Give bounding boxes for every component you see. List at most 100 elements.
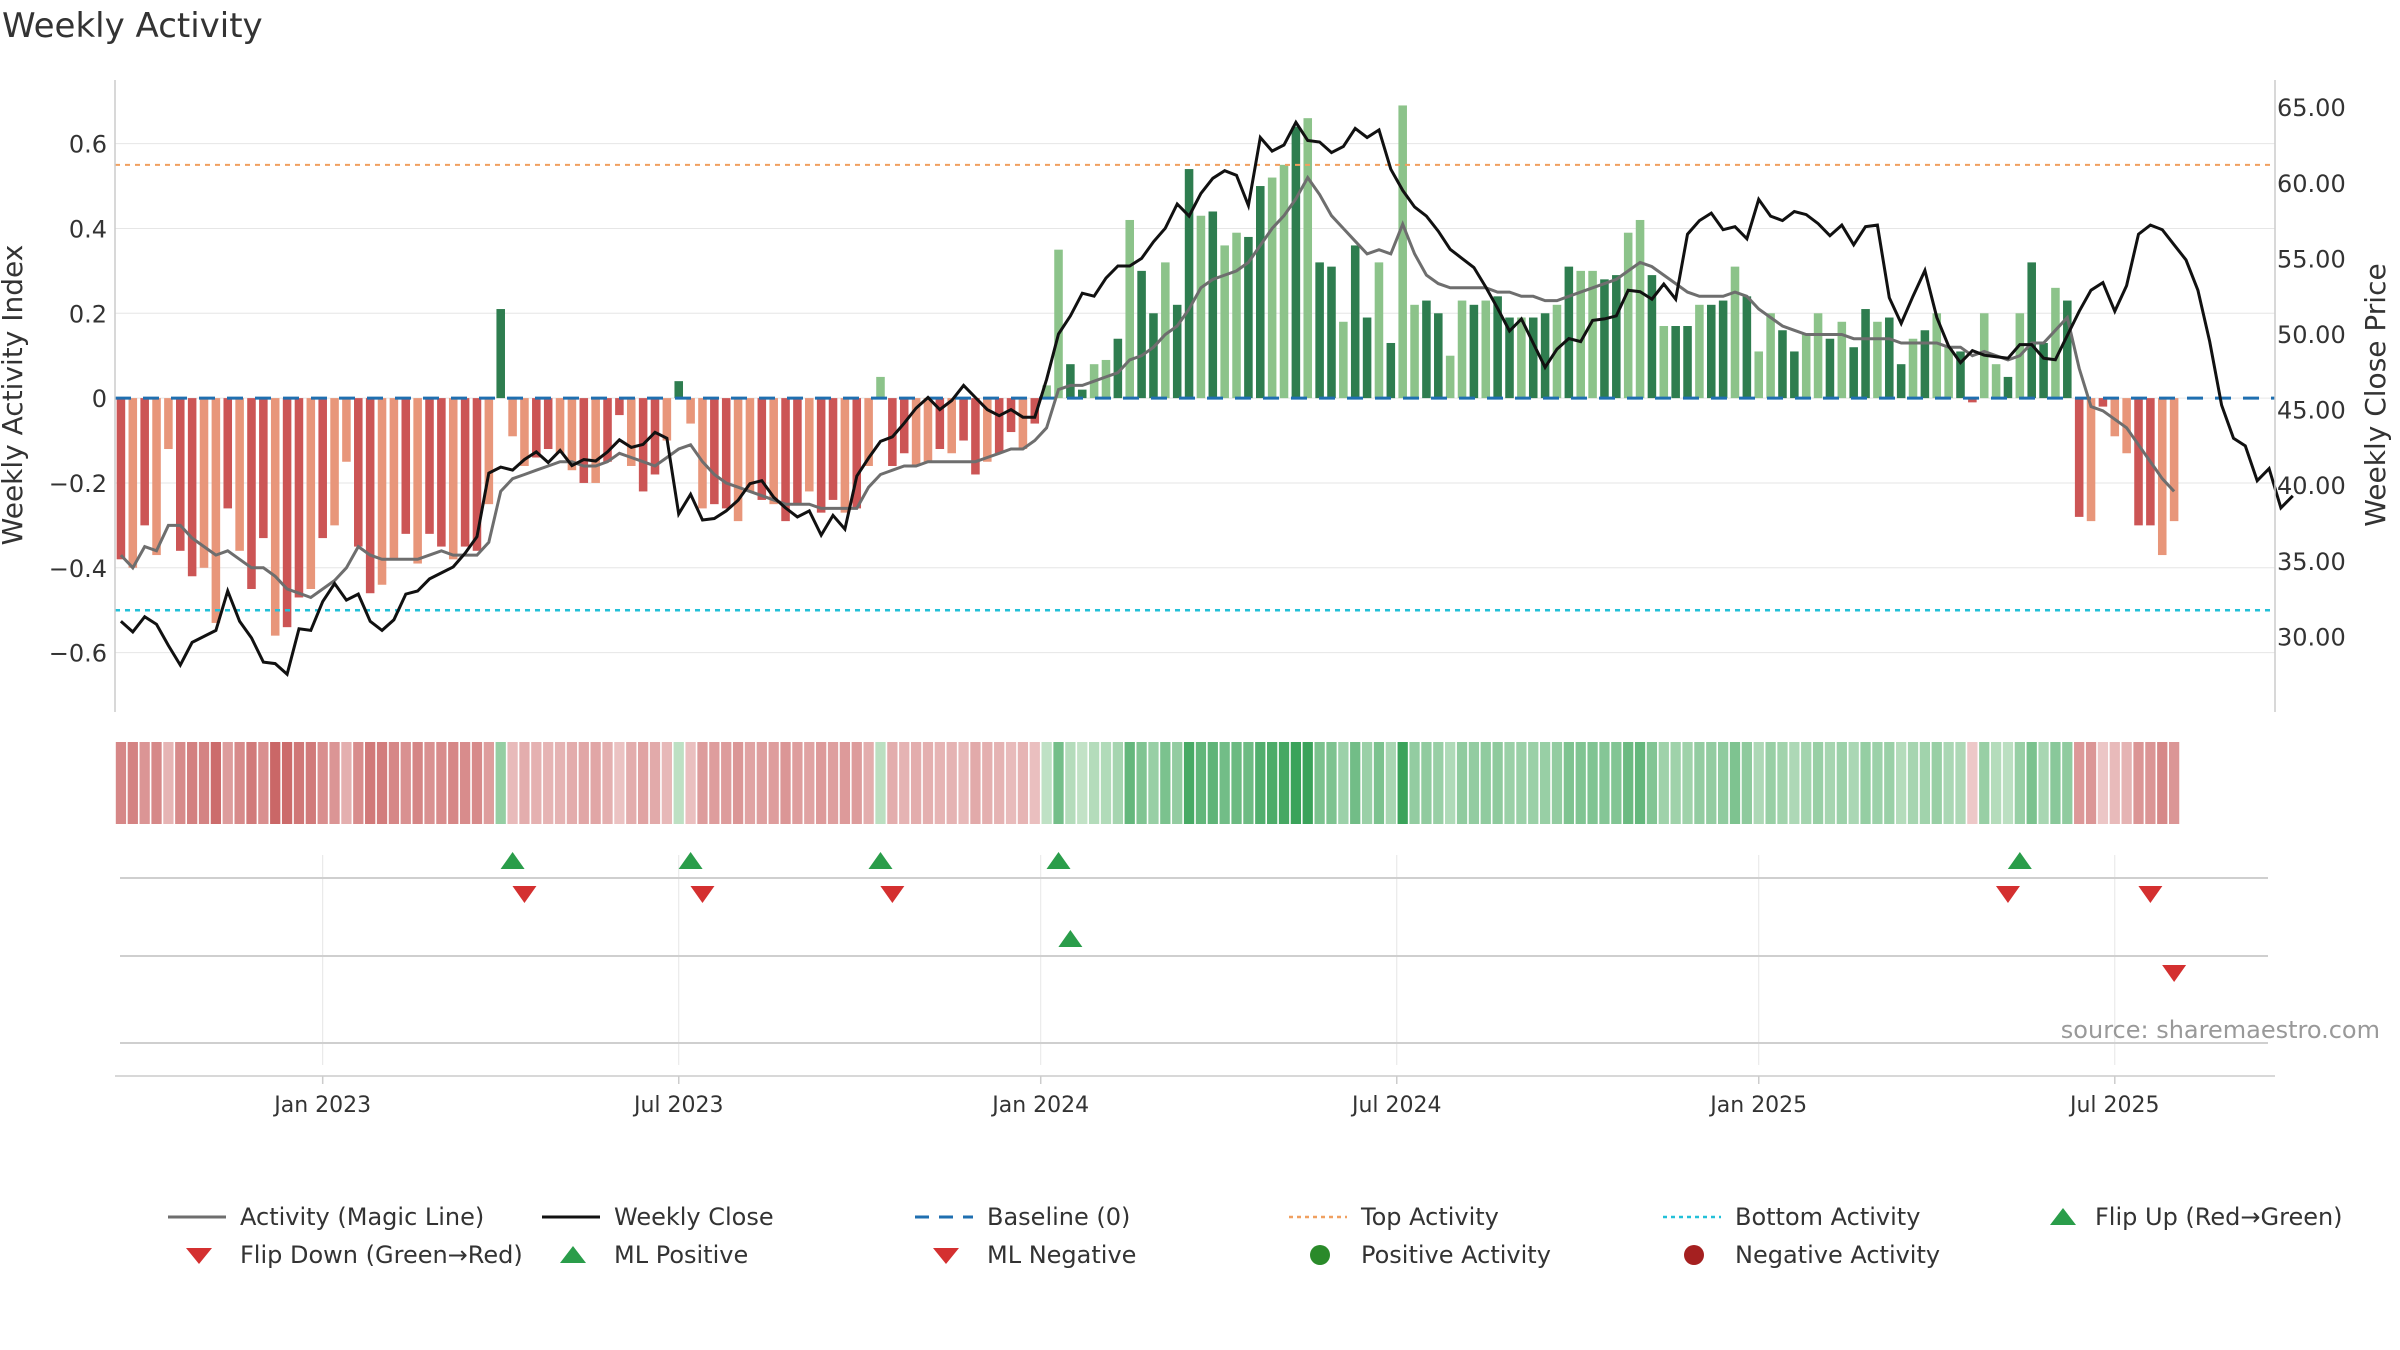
activity-bar bbox=[828, 398, 838, 500]
activity-bar bbox=[377, 398, 387, 585]
heat-cell bbox=[1207, 742, 1218, 824]
heat-cell bbox=[1990, 742, 2002, 824]
activity-bar bbox=[1991, 364, 2001, 399]
activity-bar bbox=[686, 398, 695, 424]
heat-cell bbox=[756, 742, 767, 824]
legend-label: ML Positive bbox=[614, 1241, 749, 1269]
activity-bar bbox=[2110, 398, 2120, 437]
heat-cell bbox=[1326, 742, 1337, 824]
legend-item-ml-positive: ML Positive bbox=[550, 1241, 748, 1269]
activity-bar bbox=[674, 381, 684, 399]
legend-item-negative-activity: Negative Activity bbox=[1671, 1241, 1940, 1269]
heat-cell bbox=[1468, 742, 1480, 824]
activity-bar bbox=[567, 398, 577, 471]
activity-bar bbox=[270, 398, 280, 636]
heat-cell bbox=[1029, 742, 1040, 824]
activity-bar bbox=[1125, 219, 1134, 399]
heat-cell bbox=[1385, 742, 1396, 824]
heat-cell bbox=[887, 742, 898, 824]
activity-bar bbox=[1137, 270, 1146, 399]
flip-up-marker bbox=[1046, 852, 1071, 869]
activity-bar bbox=[1066, 364, 1075, 399]
y-tick-label-right: 55.00 bbox=[2277, 245, 2346, 273]
y-tick-label-left: −0.4 bbox=[49, 555, 107, 583]
heat-cell bbox=[1551, 742, 1563, 824]
flip-down-marker bbox=[2138, 886, 2163, 903]
series-lines bbox=[119, 119, 2294, 677]
activity-bar bbox=[994, 398, 1004, 454]
activity-bar bbox=[1885, 317, 1894, 399]
activity-bar bbox=[1410, 304, 1419, 399]
heat-cell bbox=[685, 742, 696, 824]
y-tick-label-right: 60.00 bbox=[2277, 170, 2346, 198]
heat-cell bbox=[1634, 742, 1646, 824]
heat-cell bbox=[293, 742, 305, 824]
activity-bar bbox=[318, 398, 327, 539]
legend-label: Positive Activity bbox=[1361, 1241, 1551, 1269]
activity-bar bbox=[211, 398, 221, 623]
activity-bar bbox=[793, 398, 802, 505]
heat-cell bbox=[507, 742, 518, 824]
heat-cell bbox=[1433, 742, 1444, 824]
activity-bar bbox=[1683, 326, 1692, 399]
heat-cell bbox=[1907, 742, 1919, 824]
activity-bar bbox=[1623, 232, 1633, 399]
activity-bar bbox=[1564, 266, 1574, 399]
heat-cell bbox=[163, 742, 174, 824]
activity-bar bbox=[899, 398, 909, 454]
activity-bar bbox=[1730, 266, 1740, 399]
activity-bar bbox=[1362, 317, 1372, 399]
activity-bar bbox=[2122, 398, 2131, 454]
heat-cell bbox=[661, 742, 673, 824]
positive-activity-dot-icon bbox=[1310, 1245, 1330, 1265]
heat-cell bbox=[1278, 742, 1290, 824]
activity-bar bbox=[176, 398, 185, 551]
heat-cell bbox=[139, 742, 150, 824]
heat-cell bbox=[1243, 742, 1254, 824]
activity-bar bbox=[223, 398, 233, 509]
activity-bar bbox=[1635, 219, 1645, 399]
negative-activity-dot-icon bbox=[1684, 1245, 1704, 1265]
activity-bar bbox=[1706, 304, 1716, 399]
heat-cell bbox=[1112, 742, 1123, 824]
activity-bar bbox=[1481, 300, 1491, 399]
heat-cell bbox=[2085, 742, 2097, 824]
source-note: source: sharemaestro.com bbox=[2061, 1016, 2380, 1044]
heat-cell bbox=[2074, 742, 2085, 824]
grid-lines bbox=[115, 143, 2275, 1065]
flip-up-icon bbox=[2050, 1208, 2076, 1225]
heat-cell bbox=[1967, 742, 1978, 824]
activity-bar bbox=[1944, 347, 1953, 399]
activity-bar bbox=[1054, 249, 1063, 399]
heat-cell bbox=[2145, 742, 2156, 824]
activity-bar bbox=[508, 398, 517, 437]
heat-cell bbox=[1148, 742, 1159, 824]
heat-cell bbox=[1302, 742, 1313, 824]
activity-bar bbox=[1161, 262, 1170, 399]
y-tick-label-left: 0.2 bbox=[69, 300, 107, 328]
x-tick-label: Jan 2025 bbox=[1708, 1093, 1807, 1118]
activity-bar bbox=[532, 398, 541, 458]
activity-bar bbox=[484, 398, 494, 505]
heat-cell bbox=[1160, 742, 1171, 824]
activity-bar bbox=[460, 398, 470, 547]
activity-bar bbox=[650, 398, 660, 475]
ml-negative-marker bbox=[2162, 965, 2187, 982]
heat-cell bbox=[578, 742, 589, 824]
heat-cell bbox=[1789, 742, 1800, 824]
y-tick-label-right: 50.00 bbox=[2277, 321, 2346, 349]
top-activity-swatch bbox=[1289, 1215, 1347, 1219]
heat-cell bbox=[376, 742, 388, 824]
legend-label: Baseline (0) bbox=[987, 1203, 1131, 1231]
heat-cell bbox=[1314, 742, 1325, 824]
activity-bar bbox=[1493, 296, 1502, 399]
heat-cell bbox=[697, 742, 708, 824]
activity-bar bbox=[615, 398, 624, 416]
heat-cell bbox=[198, 742, 210, 824]
legend-item-positive-activity: Positive Activity bbox=[1297, 1241, 1551, 1269]
ml-positive-marker bbox=[1058, 930, 1083, 947]
heat-cell bbox=[1005, 742, 1017, 824]
activity-bar bbox=[2134, 398, 2143, 526]
heat-cell bbox=[1480, 742, 1491, 824]
activity-bar bbox=[1149, 313, 1158, 399]
